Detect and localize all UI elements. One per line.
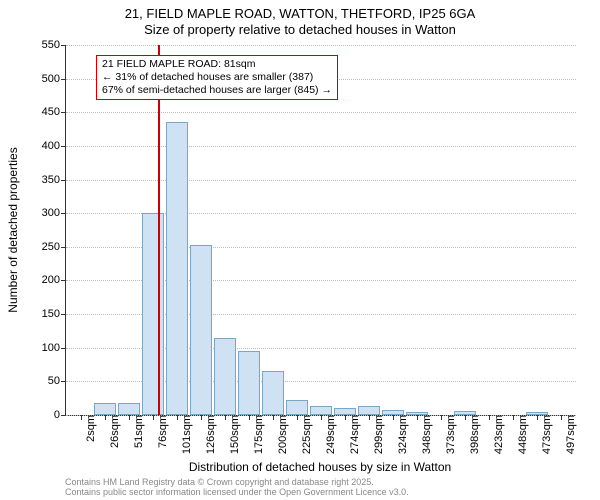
xtick-label: 448sqm [517, 415, 529, 454]
histogram-bar [142, 213, 164, 415]
xtick-mark [273, 415, 274, 420]
annotation-box: 21 FIELD MAPLE ROAD: 81sqm ← 31% of deta… [96, 55, 338, 100]
histogram-bar [118, 403, 140, 415]
footer-attribution: Contains HM Land Registry data © Crown c… [65, 478, 409, 498]
xtick-label: 373sqm [445, 415, 457, 454]
xtick-mark [345, 415, 346, 420]
xtick-label: 324sqm [397, 415, 409, 454]
ytick-label: 450 [42, 106, 60, 118]
xtick-label: 51sqm [133, 415, 145, 448]
ytick-mark [61, 146, 66, 147]
histogram-bar [358, 406, 380, 415]
histogram-bar [262, 371, 284, 415]
ytick-mark [61, 79, 66, 80]
ytick-mark [61, 314, 66, 315]
histogram-bar [214, 338, 236, 415]
histogram-bar [286, 400, 308, 415]
ytick-label: 350 [42, 174, 60, 186]
xtick-label: 76sqm [157, 415, 169, 448]
xtick-mark [489, 415, 490, 420]
xtick-label: 348sqm [421, 415, 433, 454]
ytick-mark [61, 180, 66, 181]
annotation-line: 21 FIELD MAPLE ROAD: 81sqm [102, 58, 332, 71]
ytick-label: 550 [42, 39, 60, 51]
ytick-mark [61, 415, 66, 416]
ytick-mark [61, 45, 66, 46]
xtick-mark [177, 415, 178, 420]
xtick-label: 175sqm [253, 415, 265, 454]
x-axis-label: Distribution of detached houses by size … [65, 460, 575, 474]
ytick-label: 200 [42, 274, 60, 286]
histogram-bar [310, 406, 332, 415]
histogram-bar [406, 412, 428, 415]
xtick-mark [417, 415, 418, 420]
xtick-label: 423sqm [493, 415, 505, 454]
ytick-mark [61, 213, 66, 214]
gridline [66, 180, 576, 181]
gridline [66, 146, 576, 147]
histogram-bar [166, 122, 188, 415]
xtick-mark [393, 415, 394, 420]
ytick-label: 400 [42, 140, 60, 152]
y-axis-label: Number of detached properties [6, 45, 26, 415]
histogram-bar [334, 408, 356, 415]
footer-line: Contains public sector information licen… [65, 488, 409, 498]
histogram-bar [94, 403, 116, 415]
xtick-label: 150sqm [229, 415, 241, 454]
xtick-mark [513, 415, 514, 420]
xtick-label: 126sqm [205, 415, 217, 454]
xtick-label: 249sqm [325, 415, 337, 454]
ytick-label: 0 [54, 409, 60, 421]
gridline [66, 112, 576, 113]
xtick-mark [201, 415, 202, 420]
xtick-mark [297, 415, 298, 420]
histogram-bar [190, 245, 212, 415]
xtick-label: 398sqm [469, 415, 481, 454]
ytick-mark [61, 280, 66, 281]
xtick-label: 299sqm [373, 415, 385, 454]
histogram-bar [382, 410, 404, 415]
xtick-mark [321, 415, 322, 420]
xtick-label: 101sqm [181, 415, 193, 454]
ytick-mark [61, 348, 66, 349]
ytick-mark [61, 247, 66, 248]
gridline [66, 45, 576, 46]
ytick-label: 500 [42, 73, 60, 85]
xtick-label: 26sqm [109, 415, 121, 448]
xtick-label: 225sqm [301, 415, 313, 454]
xtick-mark [465, 415, 466, 420]
xtick-mark [81, 415, 82, 420]
ytick-mark [61, 112, 66, 113]
ytick-label: 150 [42, 308, 60, 320]
reference-line [158, 45, 160, 415]
xtick-mark [369, 415, 370, 420]
xtick-label: 200sqm [277, 415, 289, 454]
histogram-bar [526, 412, 548, 415]
xtick-mark [249, 415, 250, 420]
annotation-line: ← 31% of detached houses are smaller (38… [102, 71, 332, 84]
chart-title-line2: Size of property relative to detached ho… [0, 22, 600, 37]
xtick-mark [561, 415, 562, 420]
xtick-label: 473sqm [541, 415, 553, 454]
ytick-label: 100 [42, 342, 60, 354]
plot-area: 0501001502002503003504004505005502sqm26s… [65, 45, 576, 416]
ytick-mark [61, 381, 66, 382]
chart-container: 21, FIELD MAPLE ROAD, WATTON, THETFORD, … [0, 0, 600, 500]
ytick-label: 50 [48, 375, 60, 387]
xtick-label: 2sqm [85, 415, 97, 442]
chart-title-line1: 21, FIELD MAPLE ROAD, WATTON, THETFORD, … [0, 6, 600, 21]
xtick-mark [105, 415, 106, 420]
ytick-label: 250 [42, 241, 60, 253]
histogram-bar [238, 351, 260, 415]
xtick-mark [441, 415, 442, 420]
xtick-label: 497sqm [565, 415, 577, 454]
xtick-mark [129, 415, 130, 420]
ytick-label: 300 [42, 207, 60, 219]
xtick-mark [153, 415, 154, 420]
xtick-label: 274sqm [349, 415, 361, 454]
xtick-mark [225, 415, 226, 420]
annotation-line: 67% of semi-detached houses are larger (… [102, 84, 332, 97]
xtick-mark [537, 415, 538, 420]
histogram-bar [454, 411, 476, 415]
